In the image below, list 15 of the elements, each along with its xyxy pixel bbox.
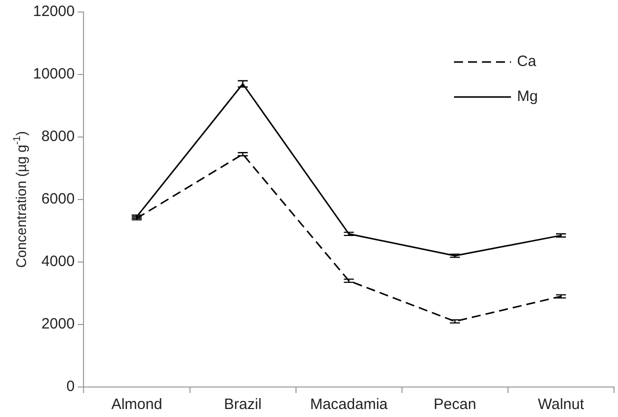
y-tick-label: 4000: [41, 253, 75, 270]
y-tick-label: 6000: [41, 190, 75, 208]
y-tick-label: 0: [66, 378, 75, 396]
y-tick-label: 2000: [41, 316, 75, 333]
x-tick-label: Almond: [111, 396, 162, 414]
x-tick-label: Walnut: [538, 396, 585, 414]
y-tick-label: 8000: [41, 128, 75, 146]
x-tick-label: Macadamia: [310, 396, 388, 414]
legend-label: Mg: [517, 88, 538, 106]
y-tick-label: 12000: [32, 3, 75, 20]
y-tick-label: 10000: [32, 66, 75, 83]
y-axis-title: Concentration (µg g-1): [12, 131, 29, 268]
x-tick-label: Brazil: [224, 396, 262, 414]
x-tick-label: Pecan: [434, 396, 476, 414]
legend-label: Ca: [517, 53, 537, 70]
